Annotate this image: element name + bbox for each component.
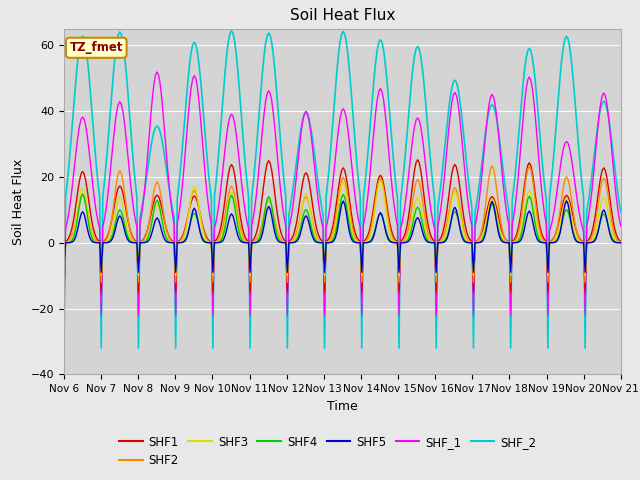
Text: TZ_fmet: TZ_fmet <box>70 41 123 54</box>
SHF1 <box>60 289 68 295</box>
SHF_2 <box>60 345 68 351</box>
SHF5 <box>303 215 311 221</box>
X-axis label: Time: Time <box>327 400 358 413</box>
SHF_1 <box>305 118 313 123</box>
SHF3 <box>588 238 595 244</box>
SHF4 <box>228 192 236 198</box>
SHF1 <box>129 233 136 239</box>
SHF5 <box>563 198 570 204</box>
Title: Soil Heat Flux: Soil Heat Flux <box>290 9 395 24</box>
SHF4 <box>305 214 313 220</box>
Y-axis label: Soil Heat Flux: Soil Heat Flux <box>12 158 25 245</box>
SHF_2 <box>305 116 313 122</box>
SHF2 <box>226 186 234 192</box>
SHF_2 <box>617 209 625 215</box>
SHF_1 <box>588 193 595 199</box>
SHF_2 <box>228 28 236 34</box>
SHF2 <box>588 235 595 241</box>
SHF_1 <box>228 111 236 117</box>
SHF5 <box>226 213 234 219</box>
SHF5 <box>617 240 625 246</box>
SHF5 <box>254 239 262 245</box>
SHF3 <box>617 240 625 245</box>
SHF5 <box>588 240 595 245</box>
SHF2 <box>60 279 68 285</box>
SHF4 <box>617 240 625 246</box>
SHF4 <box>79 191 86 197</box>
SHF4 <box>246 266 254 272</box>
SHF1 <box>244 239 252 244</box>
SHF_1 <box>60 312 68 318</box>
SHF2 <box>129 235 136 240</box>
SHF_1 <box>129 196 136 202</box>
SHF3 <box>129 238 136 244</box>
SHF3 <box>244 240 252 245</box>
SHF3 <box>226 192 234 198</box>
SHF3 <box>303 193 311 199</box>
SHF_1 <box>153 69 161 75</box>
Line: SHF2: SHF2 <box>64 166 621 282</box>
SHF1 <box>303 172 311 178</box>
SHF1 <box>414 157 422 163</box>
SHF_2 <box>246 345 254 351</box>
SHF3 <box>376 178 384 183</box>
Legend: SHF1, SHF2, SHF3, SHF4, SHF5, SHF_1, SHF_2: SHF1, SHF2, SHF3, SHF4, SHF5, SHF_1, SHF… <box>115 431 541 472</box>
SHF2 <box>617 240 625 245</box>
SHF_1 <box>617 223 625 229</box>
SHF3 <box>60 273 68 278</box>
SHF2 <box>303 196 311 202</box>
Line: SHF5: SHF5 <box>64 201 621 272</box>
SHF1 <box>617 239 625 244</box>
SHF1 <box>254 224 262 230</box>
SHF5 <box>60 269 68 275</box>
SHF2 <box>488 163 496 168</box>
Line: SHF_2: SHF_2 <box>64 31 621 348</box>
Line: SHF1: SHF1 <box>64 160 621 292</box>
SHF1 <box>588 231 595 237</box>
Line: SHF3: SHF3 <box>64 180 621 276</box>
SHF2 <box>254 234 262 240</box>
SHF4 <box>255 235 263 241</box>
SHF2 <box>244 240 252 245</box>
SHF4 <box>130 240 138 245</box>
SHF_1 <box>255 161 263 167</box>
SHF1 <box>226 164 234 170</box>
SHF_2 <box>588 177 595 182</box>
SHF3 <box>254 236 262 242</box>
SHF5 <box>244 240 252 246</box>
SHF_1 <box>246 312 254 318</box>
SHF5 <box>129 240 136 245</box>
Line: SHF4: SHF4 <box>64 194 621 269</box>
SHF4 <box>60 266 68 272</box>
SHF_2 <box>226 30 234 36</box>
Line: SHF_1: SHF_1 <box>64 72 621 315</box>
SHF_2 <box>255 107 263 112</box>
SHF_2 <box>129 146 136 152</box>
SHF4 <box>588 240 595 245</box>
